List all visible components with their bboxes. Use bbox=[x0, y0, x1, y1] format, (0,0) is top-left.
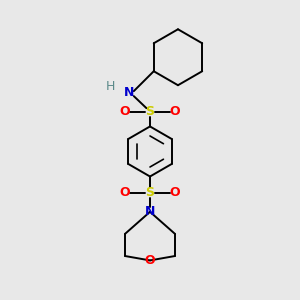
Text: S: S bbox=[146, 105, 154, 118]
Text: N: N bbox=[124, 86, 135, 99]
Text: O: O bbox=[120, 186, 130, 199]
Text: S: S bbox=[146, 186, 154, 199]
Text: O: O bbox=[120, 105, 130, 118]
Text: O: O bbox=[145, 254, 155, 267]
Text: O: O bbox=[170, 186, 180, 199]
Text: O: O bbox=[170, 105, 180, 118]
Text: H: H bbox=[106, 80, 115, 93]
Text: N: N bbox=[145, 205, 155, 218]
